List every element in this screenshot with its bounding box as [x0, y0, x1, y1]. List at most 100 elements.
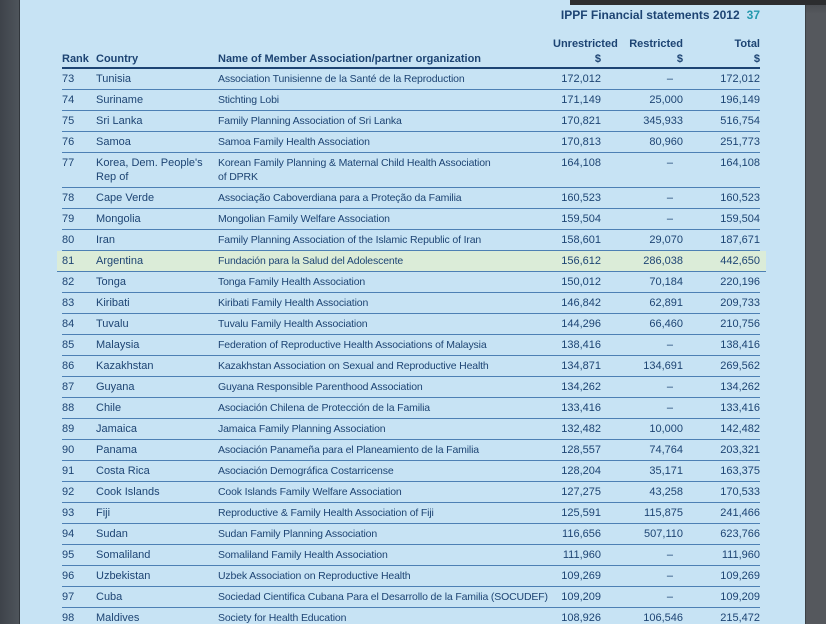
cell-total-amount: 251,773 — [720, 136, 760, 148]
cell-rank: 98 — [62, 612, 75, 624]
table-row: 94 Sudan Sudan Family Planning Association… — [62, 524, 760, 545]
cell-restricted-amount: – — [666, 192, 673, 204]
cell-rank: 81 — [62, 255, 75, 267]
table-row: 97 Cuba Sociedad Cientifica Cubana Para el… — [62, 587, 760, 608]
table-row: 90 Panama Asociación Panameña para el Plan… — [62, 440, 760, 461]
cell-restricted-amount: – — [666, 570, 673, 582]
cell-rank: 75 — [62, 115, 75, 127]
cell-association-name: Stichting Lobi — [218, 94, 279, 106]
cell-association-name: Kazakhstan Association on Sexual and Rep… — [218, 360, 489, 372]
cell-unrestricted-amount: 150,012 — [561, 276, 601, 288]
cell-rank: 96 — [62, 570, 75, 582]
cell-association-name: Asociación Demográfica Costarricense — [218, 465, 394, 477]
cell-unrestricted-amount: 109,209 — [561, 591, 601, 603]
cell-association-name: Family Planning Association of the Islam… — [218, 234, 482, 246]
cell-country: Cook Islands — [96, 486, 160, 498]
financial-table: Unrestricted Restricted Total Rank Count… — [57, 37, 766, 624]
table-header-row-main: Rank Country Name of Member Association/… — [62, 51, 760, 66]
cell-rank: 76 — [62, 136, 75, 148]
cell-total-amount: 138,416 — [720, 339, 760, 351]
cell-rank: 90 — [62, 444, 75, 456]
cell-unrestricted-amount: 156,612 — [561, 255, 601, 267]
table-row: 73 Tunisia Association Tunisienne de la Sa… — [62, 69, 760, 90]
cell-restricted-amount: 134,691 — [643, 360, 683, 372]
column-header-name: Name of Member Association/partner organ… — [218, 53, 482, 65]
cell-country: Maldives — [96, 612, 140, 624]
table-row: 95 Somaliland Somaliland Family Health Ass… — [62, 545, 760, 566]
cell-country: Sudan — [96, 528, 128, 540]
cell-restricted-amount: – — [666, 213, 673, 225]
cell-association-name: Cook Islands Family Welfare Association — [218, 486, 402, 498]
page-number: 37 — [746, 8, 760, 22]
table-row: 77 Korea, Dem. People's Rep of Korean Famil… — [62, 153, 760, 188]
cell-restricted-amount: – — [666, 549, 673, 561]
cell-unrestricted-amount: 146,842 — [561, 297, 601, 309]
column-header-country: Country — [96, 53, 139, 65]
cell-restricted-amount: – — [666, 157, 673, 169]
cell-country: Fiji — [96, 507, 111, 519]
cell-association-name: Uzbek Association on Reproductive Health — [218, 570, 411, 582]
cell-rank: 94 — [62, 528, 75, 540]
table-row: 93 Fiji Reproductive & Family Health Assoc… — [62, 503, 760, 524]
table-row: 84 Tuvalu Tuvalu Family Health Association… — [62, 314, 760, 335]
cell-restricted-amount: – — [666, 339, 673, 351]
column-header-unrestricted-currency: $ — [594, 53, 601, 65]
table-row: 89 Jamaica Jamaica Family Planning Associa… — [62, 419, 760, 440]
cell-total-amount: 164,108 — [720, 157, 760, 169]
cell-total-amount: 142,482 — [720, 423, 760, 435]
cell-rank: 91 — [62, 465, 75, 477]
cell-association-name: Reproductive & Family Health Association… — [218, 507, 434, 519]
table-row: 83 Kiribati Kiribati Family Health Associa… — [62, 293, 760, 314]
cell-restricted-amount: – — [666, 381, 673, 393]
cell-rank: 97 — [62, 591, 75, 603]
cell-rank: 82 — [62, 276, 75, 288]
cell-unrestricted-amount: 108,926 — [561, 612, 601, 624]
table-row: 96 Uzbekistan Uzbek Association on Reprodu… — [62, 566, 760, 587]
cell-rank: 88 — [62, 402, 75, 414]
cell-unrestricted-amount: 128,204 — [561, 465, 601, 477]
cell-unrestricted-amount: 138,416 — [561, 339, 601, 351]
table-body: 73 Tunisia Association Tunisienne de la Sa… — [57, 69, 766, 624]
cell-association-name: Asociación Panameña para el Planeamiento… — [218, 444, 479, 456]
cell-total-amount: 134,262 — [720, 381, 760, 393]
cell-country: Tunisia — [96, 73, 132, 85]
cell-rank: 83 — [62, 297, 75, 309]
column-header-rank: Rank — [62, 53, 89, 65]
table-row: 80 Iran Family Planning Association of the… — [62, 230, 760, 251]
cell-country: Argentina — [96, 255, 144, 267]
cell-unrestricted-amount: 164,108 — [561, 157, 601, 169]
cell-total-amount: 109,209 — [720, 591, 760, 603]
cell-total-amount: 172,012 — [720, 73, 760, 85]
cell-restricted-amount: 66,460 — [649, 318, 683, 330]
cell-country: Iran — [96, 234, 115, 246]
cell-total-amount: 133,416 — [720, 402, 760, 414]
cell-restricted-amount: 62,891 — [649, 297, 683, 309]
cell-restricted-amount: 507,110 — [644, 528, 683, 540]
cell-total-amount: 196,149 — [720, 94, 760, 106]
cell-country: Costa Rica — [96, 465, 150, 477]
cell-total-amount: 209,733 — [720, 297, 760, 309]
cell-rank: 77 — [62, 157, 75, 169]
cell-total-amount: 187,671 — [720, 234, 760, 246]
cell-restricted-amount: 43,258 — [649, 486, 683, 498]
cell-unrestricted-amount: 160,523 — [561, 192, 601, 204]
column-header-restricted: Restricted — [629, 38, 683, 50]
cell-restricted-amount: 74,764 — [649, 444, 683, 456]
cell-association-name: Somaliland Family Health Association — [218, 549, 388, 561]
table-row: 86 Kazakhstan Kazakhstan Association on Se… — [62, 356, 760, 377]
cell-unrestricted-amount: 125,591 — [561, 507, 601, 519]
cell-rank: 80 — [62, 234, 75, 246]
cell-association-name: Associação Caboverdiana para a Proteção … — [218, 192, 462, 204]
cell-unrestricted-amount: 172,012 — [561, 73, 601, 85]
cell-rank: 79 — [62, 213, 75, 225]
cell-unrestricted-amount: 111,960 — [562, 549, 601, 561]
page-header: IPPF Financial statements 2012 37 — [62, 8, 760, 22]
table-row: 91 Costa Rica Asociación Demográfica Costa… — [62, 461, 760, 482]
cell-total-amount: 109,269 — [720, 570, 760, 582]
cell-unrestricted-amount: 170,813 — [561, 136, 601, 148]
table-row: 85 Malaysia Federation of Reproductive Hea… — [62, 335, 760, 356]
cell-total-amount: 203,321 — [720, 444, 760, 456]
cell-country: Malaysia — [96, 339, 140, 351]
cell-total-amount: 170,533 — [720, 486, 760, 498]
